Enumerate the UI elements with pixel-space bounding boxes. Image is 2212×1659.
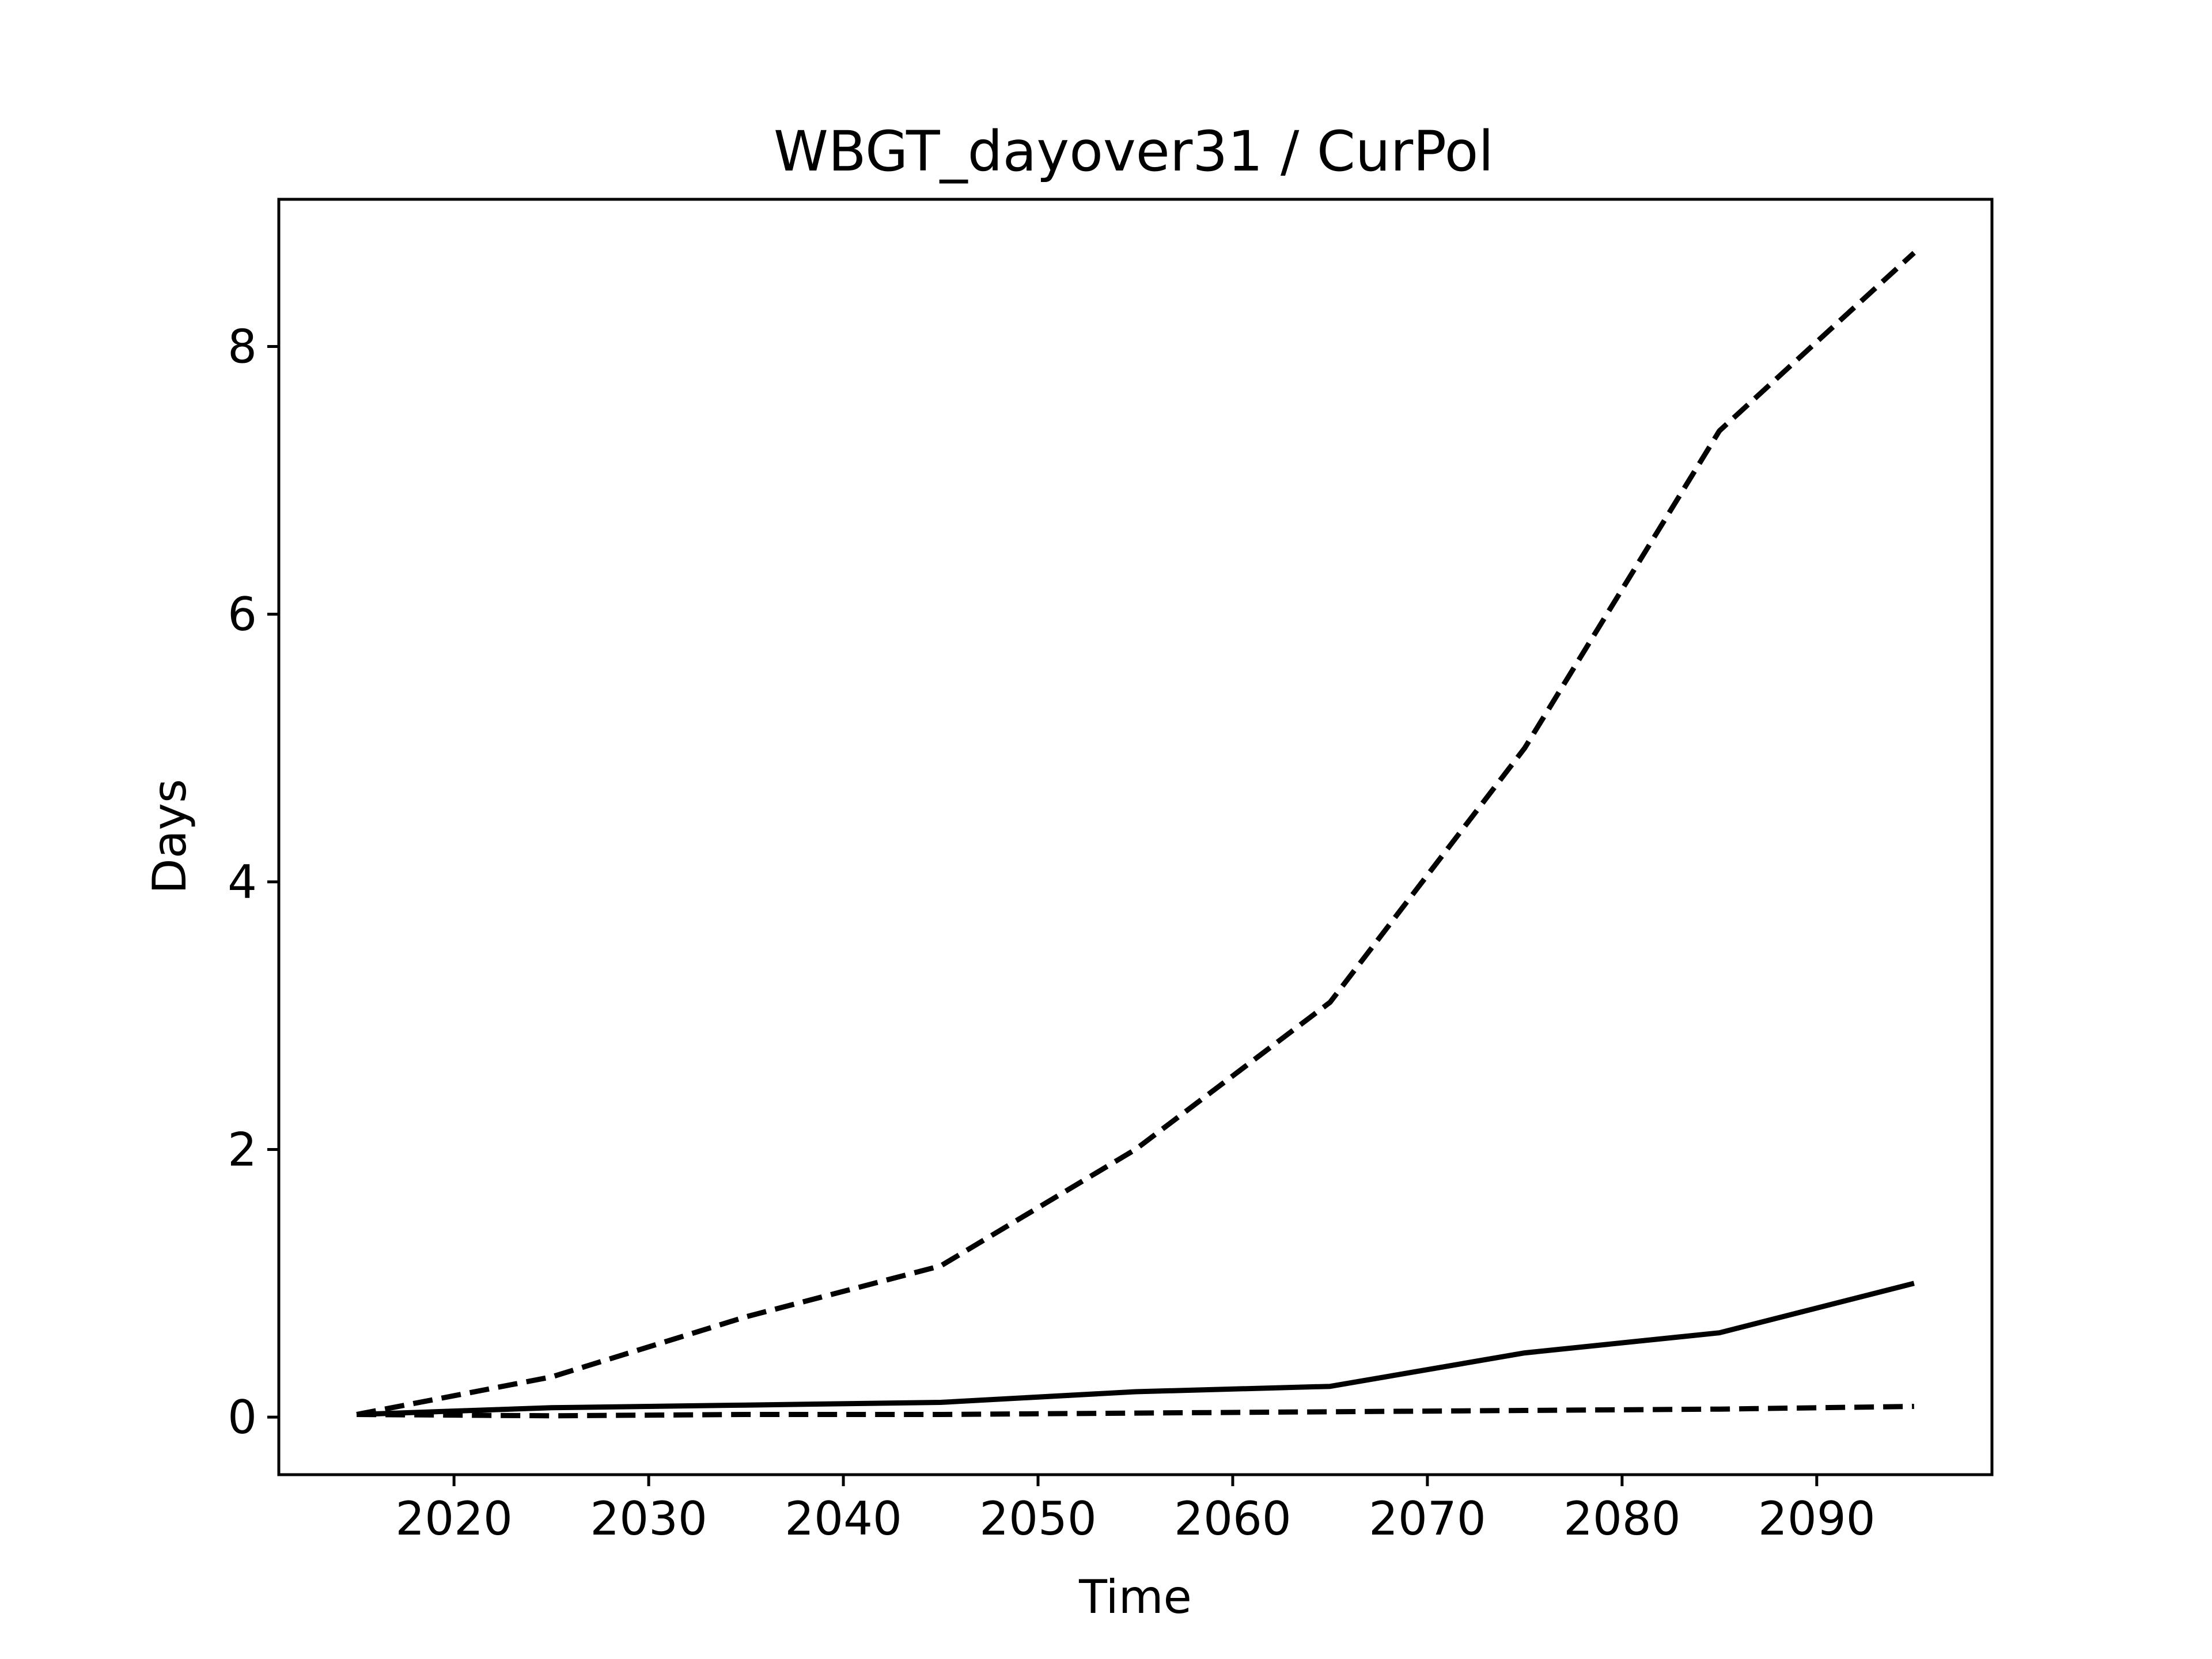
x-tick-label: 2070: [1369, 1492, 1486, 1546]
x-tick-label: 2050: [979, 1492, 1097, 1546]
y-tick-label: 6: [228, 588, 257, 641]
x-tick-label: 2060: [1174, 1492, 1291, 1546]
x-tick-label: 2020: [395, 1492, 513, 1546]
x-tick-label: 2090: [1758, 1492, 1876, 1546]
y-axis-label: Days: [143, 779, 196, 894]
chart-title: WBGT_dayover31 / CurPol: [774, 119, 1494, 184]
y-tick-label: 8: [228, 320, 257, 374]
series-line-2: [357, 1281, 1915, 1417]
x-axis-ticks: 2020 2030 2040 2050 2060 2070 2080 2090: [395, 1475, 1876, 1546]
series-line-1: [356, 251, 1916, 1417]
y-tick-label: 4: [228, 855, 257, 909]
plot-frame: [277, 198, 1994, 1476]
x-axis-label: Time: [1078, 1570, 1192, 1624]
x-tick-label: 2030: [590, 1492, 707, 1546]
x-tick-label: 2040: [785, 1492, 902, 1546]
series-layer: [356, 251, 1916, 1419]
series-line-3: [357, 1404, 1914, 1419]
y-tick-label: 2: [228, 1123, 257, 1176]
y-axis-ticks: 0 2 4 6 8: [228, 320, 279, 1444]
x-tick-label: 2080: [1563, 1492, 1681, 1546]
y-tick-label: 0: [228, 1391, 257, 1444]
